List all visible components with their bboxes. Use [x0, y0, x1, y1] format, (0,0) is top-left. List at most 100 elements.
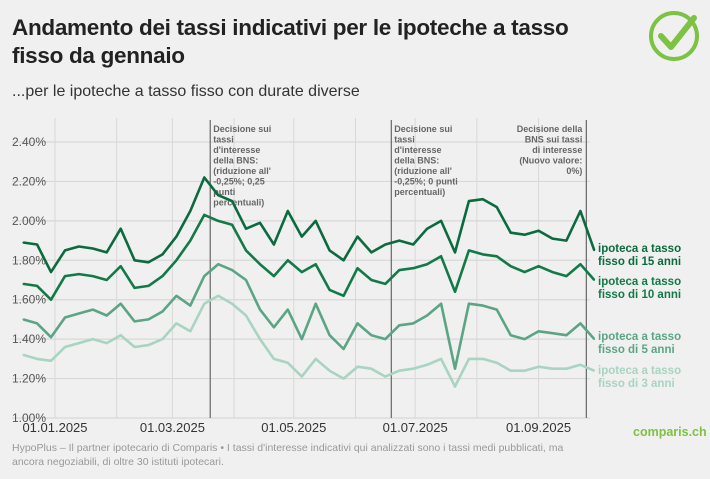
- series-line-3: [22, 294, 595, 388]
- data-point: [495, 308, 498, 311]
- data-point: [593, 369, 596, 372]
- data-point: [245, 279, 247, 281]
- data-point: [231, 302, 233, 305]
- data-point: [245, 314, 247, 317]
- data-point: [161, 310, 164, 313]
- data-point: [412, 367, 415, 370]
- data-point: [161, 275, 164, 277]
- annotation-text: (riduzione all': [213, 166, 271, 176]
- data-point: [579, 363, 582, 366]
- data-point: [398, 269, 401, 271]
- data-point: [78, 245, 80, 248]
- data-point: [92, 247, 94, 250]
- data-point: [22, 318, 24, 321]
- data-point: [147, 318, 150, 321]
- data-point: [426, 227, 428, 230]
- x-tick-label: 01.05.2025: [261, 420, 326, 435]
- data-point: [22, 354, 24, 356]
- data-point: [454, 385, 456, 388]
- footer-note: HypoPlus – Il partner ipotecario di Comp…: [12, 442, 564, 468]
- data-point: [384, 243, 387, 246]
- data-point: [565, 239, 568, 242]
- data-point: [482, 358, 484, 360]
- data-point: [328, 289, 331, 291]
- data-point: [593, 338, 596, 340]
- data-point: [314, 263, 317, 266]
- data-point: [440, 255, 442, 258]
- annotation-text: punti: [213, 187, 235, 197]
- data-point: [342, 348, 345, 350]
- data-point: [105, 342, 108, 344]
- series-line-2: [22, 262, 596, 370]
- data-point: [22, 241, 24, 244]
- annotation-text: (riduzione all': [394, 166, 452, 176]
- data-point: [398, 369, 401, 372]
- x-tick-label: 01.03.2025: [140, 420, 205, 435]
- data-point: [287, 362, 289, 364]
- x-tick-label: 01.07.2025: [383, 420, 448, 435]
- data-point: [161, 253, 164, 256]
- data-point: [328, 369, 331, 372]
- data-point: [217, 194, 219, 197]
- data-point: [287, 259, 289, 262]
- data-point: [440, 302, 442, 305]
- series-label: ipoteca a tasso: [598, 243, 681, 255]
- y-tick-label: 2.40%: [12, 135, 46, 149]
- data-point: [50, 360, 52, 362]
- data-point: [64, 249, 66, 252]
- data-point: [440, 358, 442, 360]
- y-tick-label: 1.60%: [12, 293, 46, 307]
- data-point: [537, 229, 540, 232]
- data-point: [300, 235, 303, 238]
- data-point: [119, 265, 122, 268]
- data-point: [203, 176, 206, 179]
- data-point: [356, 322, 359, 325]
- y-tick-label: 1.80%: [12, 253, 46, 267]
- data-point: [50, 336, 52, 338]
- data-point: [287, 308, 289, 311]
- data-point: [495, 362, 498, 364]
- data-point: [92, 308, 94, 311]
- annotation-text: Decisione sui: [213, 124, 271, 134]
- data-point: [523, 369, 526, 372]
- data-point: [565, 275, 568, 277]
- data-point: [537, 265, 540, 268]
- data-point: [412, 322, 415, 325]
- data-point: [523, 271, 526, 273]
- data-point: [273, 358, 275, 360]
- data-point: [175, 235, 178, 238]
- data-point: [300, 271, 303, 273]
- data-point: [36, 285, 38, 287]
- annotation-text: della BNS:: [394, 156, 439, 166]
- data-point: [509, 265, 512, 268]
- data-point: [314, 220, 317, 222]
- data-point: [78, 273, 80, 275]
- data-point: [426, 363, 428, 366]
- data-point: [119, 334, 122, 337]
- data-point: [64, 316, 66, 319]
- y-tick-label: 2.00%: [12, 214, 46, 228]
- data-point: [356, 365, 359, 368]
- annotation-text: Decisione sui: [394, 124, 452, 134]
- data-point: [50, 298, 52, 301]
- annotation-text: tassi: [394, 135, 415, 145]
- x-tick-label: 01.09.2025: [506, 420, 571, 435]
- data-point: [468, 302, 470, 305]
- data-point: [175, 294, 178, 297]
- brand-logo: comparis.ch: [633, 425, 707, 439]
- data-point: [245, 227, 247, 230]
- data-point: [482, 253, 484, 256]
- annotation-text: 0%): [566, 166, 582, 176]
- data-point: [356, 267, 359, 269]
- data-point: [147, 344, 150, 346]
- data-point: [579, 322, 582, 325]
- annotation-text: -0,25%; 0 punti: [394, 177, 458, 187]
- data-point: [426, 263, 428, 266]
- data-point: [398, 239, 401, 242]
- data-point: [231, 269, 233, 271]
- data-point: [217, 220, 219, 222]
- data-point: [300, 338, 303, 340]
- data-point: [203, 214, 206, 216]
- data-point: [92, 275, 94, 277]
- data-point: [78, 342, 80, 344]
